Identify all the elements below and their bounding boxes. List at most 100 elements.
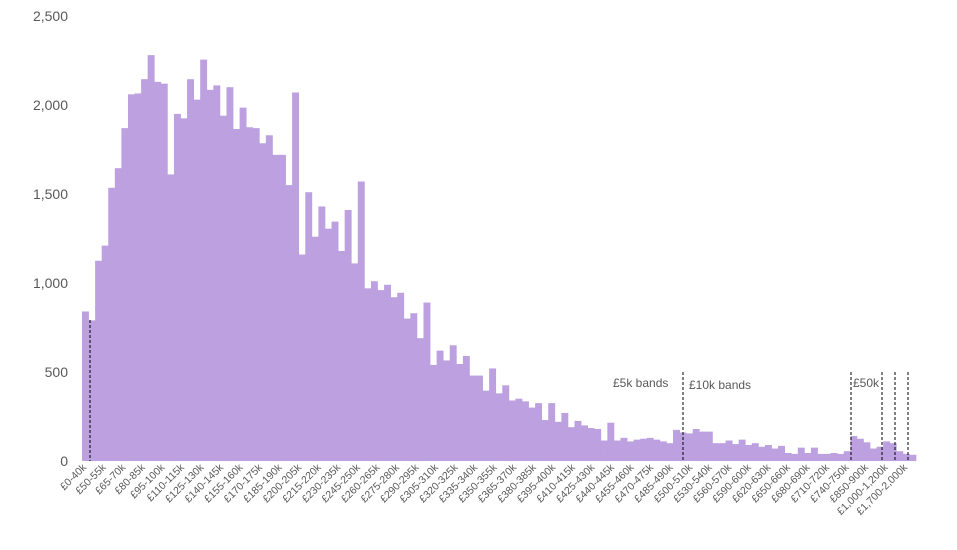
histogram-bar [640,438,648,461]
histogram-bar [909,454,917,461]
y-tick-label: 1,500 [33,186,68,202]
band-markers [89,320,909,461]
histogram-bar [837,453,845,461]
histogram-bar [311,236,319,461]
x-axis-ticks: £0-40k£50-55k£65-70k£80-85k£95-100k£110-… [58,461,911,517]
histogram-bar [508,400,516,461]
histogram-bar [705,431,713,461]
histogram-bar [883,441,891,461]
histogram-bar [587,428,595,461]
bars [82,55,917,462]
histogram-bar [620,437,628,461]
histogram-bar [88,320,96,461]
histogram-bar [521,401,529,461]
histogram-bar [141,79,149,461]
y-axis-ticks: 0 500 1,000 1,500 2,000 2,500 [33,8,68,469]
histogram-bar [613,440,621,461]
histogram-bar [876,446,884,461]
histogram-bar [101,245,109,461]
histogram-bar [213,85,221,462]
histogram-bar [718,443,726,461]
annotation-50k: £50k [853,376,880,390]
histogram-bar [810,447,818,461]
histogram-bar [259,143,267,461]
histogram-bar [607,422,615,461]
histogram-bar [896,451,904,461]
histogram-bar [633,439,641,461]
histogram-bar [344,210,352,461]
histogram-bar [318,206,326,461]
histogram-bar [193,99,201,461]
histogram-bar [653,439,661,461]
histogram-bar [285,185,293,461]
histogram-bar [764,444,772,461]
histogram-bar [528,407,536,461]
histogram-bar [82,311,89,461]
histogram-bar [489,368,497,461]
histogram-bar [187,79,194,461]
annotation-10k-bands: £10k bands [689,378,751,392]
histogram-bar [219,115,227,462]
histogram-bar [692,428,700,461]
histogram-bar [384,284,391,461]
histogram-bar [627,441,634,461]
band-annotations: £5k bands £10k bands £50k [613,376,880,392]
histogram-bar [272,154,280,461]
histogram-bar [351,263,359,461]
histogram-bar [495,393,503,461]
histogram-bar [535,403,543,461]
histogram-bar [239,107,247,462]
histogram-bar [423,302,431,461]
histogram-bar [699,431,707,461]
histogram-bar [758,446,766,461]
histogram-bar [121,128,129,461]
histogram-bar [305,192,313,461]
histogram-bar [856,438,864,461]
histogram-bar [686,433,694,461]
histogram-bar [173,113,181,462]
histogram-bar [134,93,142,462]
histogram-bar [771,448,779,461]
histogram-bar [797,447,805,461]
histogram-bar [167,174,175,462]
histogram-bar [147,55,155,461]
histogram-bar [554,421,562,461]
histogram-bar [784,452,792,461]
histogram-bar [410,313,418,461]
histogram-bar [338,250,346,461]
histogram-bar [416,338,424,461]
histogram-bar [436,350,444,461]
histogram-bar [581,425,589,461]
y-tick-label: 2,500 [33,8,68,24]
histogram-bar [160,83,168,461]
histogram-bar [206,89,214,462]
histogram-bar [154,81,162,462]
histogram-bar [95,260,103,461]
annotation-5k-bands: £5k bands [613,376,668,390]
histogram-bar [778,445,786,461]
histogram-bar [200,59,208,462]
histogram-bar [246,127,254,461]
histogram-bar [515,398,523,461]
histogram-bar [574,420,582,461]
histogram-bar [502,385,510,461]
histogram-bar [364,288,372,461]
histogram-bar [745,444,753,461]
histogram-bar [548,403,556,461]
histogram-bar [114,168,122,461]
histogram-bar [469,375,477,461]
histogram-bar [476,375,483,461]
histogram-bar [265,135,273,461]
histogram-bar [830,452,838,461]
histogram-bar [902,453,910,461]
histogram-bar [843,451,851,461]
histogram-bar [456,363,464,461]
y-tick-label: 1,000 [33,275,68,291]
histogram-bar [666,443,674,461]
histogram-bar [397,292,405,461]
histogram-bar [712,443,720,461]
histogram-bar [751,443,759,461]
histogram-bar [357,181,365,462]
histogram-bar [324,228,332,461]
